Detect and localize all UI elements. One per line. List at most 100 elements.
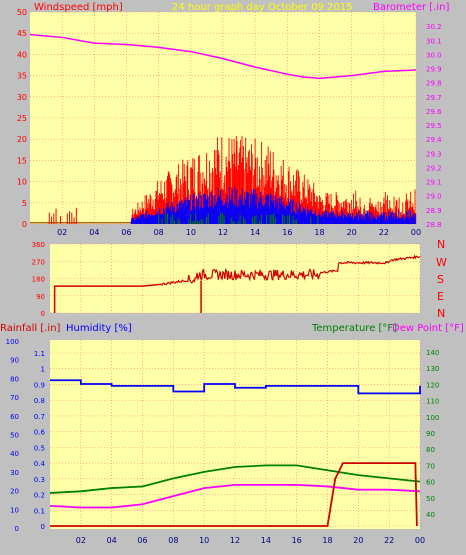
temperature-y-tick: 40 xyxy=(426,511,435,519)
direction-axis-ticks: 0 90 180 270 360 xyxy=(32,241,45,318)
rain-y-tick: 0.1 xyxy=(34,507,45,515)
rain-y-tick: 1.1 xyxy=(34,350,45,358)
direction-y-tick: 180 xyxy=(32,276,45,284)
baro-y-tick: 30.0 xyxy=(426,51,442,59)
climate-x-tick: 16 xyxy=(292,536,302,545)
baro-y-tick: 29.5 xyxy=(426,122,442,130)
temperature-y-tick: 100 xyxy=(426,414,439,422)
direction-series xyxy=(53,254,421,313)
climate-series xyxy=(49,379,421,527)
wind-axis-ticks: 0 5 10 15 20 25 30 35 40 45 50 28.8 28.9 29.0 29.1 29.2… xyxy=(17,8,442,237)
wind-x-tick: 22 xyxy=(379,228,389,237)
climate-x-tick: 08 xyxy=(168,536,178,545)
wind-y-tick: 35 xyxy=(17,72,27,81)
humidity-y-tick: 80 xyxy=(10,375,19,383)
wind-x-tick: 06 xyxy=(121,228,131,237)
temperature-y-tick: 80 xyxy=(426,446,435,454)
dewpoint-label: Dew Point [°F] xyxy=(392,323,464,334)
humidity-y-tick: 60 xyxy=(10,413,19,421)
wind-y-tick: 45 xyxy=(17,29,27,38)
climate-x-tick: 04 xyxy=(107,536,117,545)
rain-y-tick: 0.7 xyxy=(34,413,45,421)
wind-y-tick: 0 xyxy=(22,220,27,229)
direction-y-tick: 270 xyxy=(32,258,45,266)
baro-y-tick: 29.8 xyxy=(426,80,442,88)
wind-x-tick: 18 xyxy=(314,228,324,237)
temperature-y-tick: 90 xyxy=(426,430,435,438)
climate-axis-ticks: 0 0.1 0.2 0.3 0.4 0.5 0.6 0.7 0.8 0.9 1 1.1 0 10 20 30 4… xyxy=(6,338,440,545)
rain-y-tick: 1 xyxy=(41,366,45,374)
humidity-y-tick: 50 xyxy=(10,432,19,440)
rain-y-tick: 0.3 xyxy=(34,476,45,484)
humidity-y-tick: 70 xyxy=(10,394,19,402)
wind-series xyxy=(30,135,417,224)
wind-y-tick: 30 xyxy=(17,93,27,102)
humidity-y-tick: 10 xyxy=(10,506,19,514)
wind-y-tick: 10 xyxy=(17,178,27,187)
temperature-y-tick: 60 xyxy=(426,479,435,487)
rainfall-line xyxy=(50,462,418,527)
temperature-y-tick: 120 xyxy=(426,381,439,389)
rain-y-tick: 0.6 xyxy=(34,429,46,437)
climate-x-tick: 22 xyxy=(384,536,394,545)
dewpoint-line xyxy=(49,483,421,509)
wind-y-tick: 25 xyxy=(17,114,27,123)
baro-y-tick: 30.2 xyxy=(426,23,442,31)
wind-x-tick: 00 xyxy=(411,228,421,237)
temperature-y-tick: 140 xyxy=(426,349,439,357)
wind-x-tick: 20 xyxy=(347,228,357,237)
windspeed-label: Windspeed [mph] xyxy=(34,2,123,13)
compass-label-n-bottom: N xyxy=(437,307,445,320)
wind-x-tick: 12 xyxy=(218,228,228,237)
wind-y-tick: 5 xyxy=(22,199,27,208)
direction-y-tick: 90 xyxy=(36,293,45,301)
wind-x-tick: 14 xyxy=(250,228,260,237)
humidity-y-tick: 0 xyxy=(15,525,19,533)
baro-y-tick: 29.9 xyxy=(426,66,442,74)
rain-y-tick: 0.5 xyxy=(34,444,45,452)
climate-x-tick: 00 xyxy=(415,536,425,545)
baro-y-tick: 29.2 xyxy=(426,164,442,172)
baro-y-tick: 29.6 xyxy=(426,108,442,116)
rain-y-tick: 0.9 xyxy=(34,381,45,389)
wind-y-tick: 50 xyxy=(17,8,27,17)
climate-x-tick: 02 xyxy=(76,536,86,545)
baro-y-tick: 29.1 xyxy=(426,179,442,187)
humidity-y-tick: 40 xyxy=(10,450,19,458)
temperature-y-tick: 50 xyxy=(426,495,435,503)
wind-y-tick: 15 xyxy=(17,156,27,165)
temperature-y-tick: 110 xyxy=(426,398,439,406)
wind-x-tick: 02 xyxy=(57,228,67,237)
baro-y-tick: 28.8 xyxy=(426,221,442,229)
temperature-label: Temperature [°F] xyxy=(311,323,397,334)
climate-plot-area xyxy=(50,340,420,529)
temperature-line xyxy=(49,464,421,494)
climate-x-tick: 12 xyxy=(230,536,240,545)
humidity-y-tick: 30 xyxy=(10,469,19,477)
humidity-y-tick: 100 xyxy=(6,338,19,346)
barometer-line xyxy=(29,33,417,80)
direction-noisy-line xyxy=(160,254,421,286)
direction-y-tick: 360 xyxy=(32,241,45,249)
climate-x-tick: 06 xyxy=(137,536,147,545)
rain-y-tick: 0 xyxy=(41,523,45,531)
rain-y-tick: 0.8 xyxy=(34,397,45,405)
humidity-y-tick: 90 xyxy=(10,357,19,365)
baro-y-tick: 28.9 xyxy=(426,207,442,215)
wind-y-tick: 40 xyxy=(17,50,27,59)
rain-y-tick: 0.2 xyxy=(34,492,45,500)
direction-y-tick: 0 xyxy=(41,310,45,318)
wind-y-tick: 20 xyxy=(17,135,27,144)
wind-x-tick: 08 xyxy=(154,228,164,237)
compass-labels: N W S E N xyxy=(436,238,447,320)
wind-x-tick: 04 xyxy=(89,228,99,237)
baro-y-tick: 30.1 xyxy=(426,37,442,45)
direction-line xyxy=(53,283,162,313)
humidity-y-tick: 20 xyxy=(10,488,19,496)
wind-x-tick: 10 xyxy=(186,228,196,237)
baro-y-tick: 29.0 xyxy=(426,193,442,201)
barometer-label: Barometer [.in] xyxy=(373,2,449,13)
climate-x-tick: 10 xyxy=(199,536,209,545)
